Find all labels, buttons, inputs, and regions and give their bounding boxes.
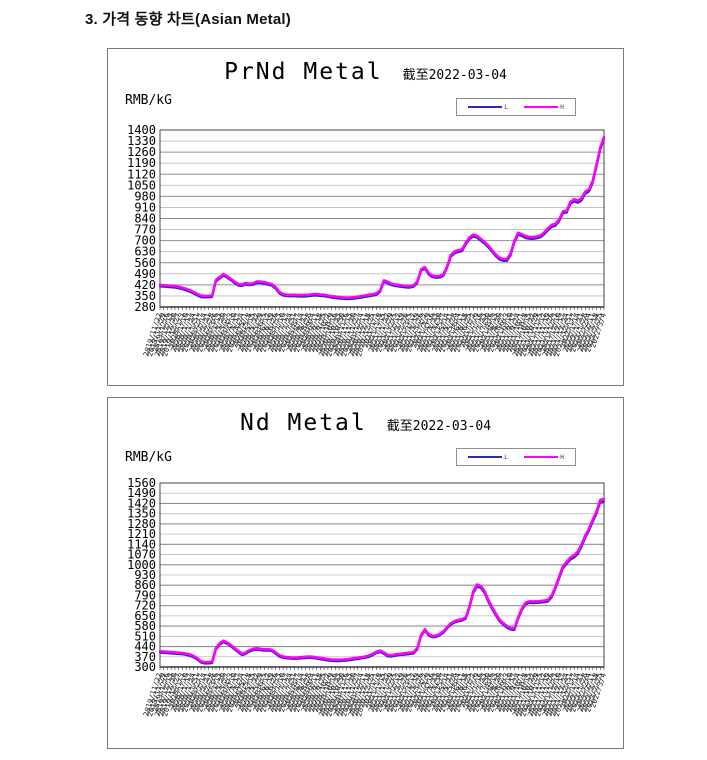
high-series-line-swatch <box>524 456 559 458</box>
y-tick-label: 350 <box>134 289 156 303</box>
legend-item-low: L <box>468 454 508 461</box>
page-heading: 3. 가격 동향 차트(Asian Metal) <box>85 11 291 28</box>
y-tick-label: 560 <box>134 256 156 270</box>
y-tick-label: 1330 <box>127 134 156 148</box>
legend-item-low: L <box>468 104 508 111</box>
low-series-line-swatch <box>468 106 503 108</box>
legend-label-high: H <box>560 453 564 461</box>
chart-title: Nd Metal <box>239 410 367 436</box>
legend-label-low: L <box>504 103 508 111</box>
low-series-line-swatch <box>468 456 503 458</box>
plot-border <box>159 129 605 308</box>
y-tick-label: 1260 <box>127 145 156 159</box>
plot-border <box>159 482 605 668</box>
series-L-line <box>159 500 605 665</box>
y-tick-label: 630 <box>134 245 156 259</box>
y-tick-label: 1560 <box>127 476 156 490</box>
prnd-metal-price-chart: 1400133012601190112010509809108407707006… <box>127 123 608 358</box>
chart-asof-date: 截至2022-03-04 <box>402 68 507 83</box>
y-tick-label: 980 <box>134 189 156 203</box>
y-tick-label: 420 <box>134 278 156 292</box>
y-tick-label: 650 <box>134 609 156 623</box>
y-tick-label: 1400 <box>127 123 156 137</box>
y-tick-label: 440 <box>134 640 156 654</box>
legend-item-high: H <box>524 104 564 111</box>
y-tick-label: 370 <box>134 650 156 664</box>
chart-legend: L H <box>456 98 576 116</box>
y-tick-label: 1190 <box>127 156 156 170</box>
legend-label-low: L <box>504 453 508 461</box>
y-axis-unit-label: RMB/kG <box>125 450 172 465</box>
prnd-metal-chart-panel: 1400 1330 1260 1190 1120 1050 980 910 840 770 700 6… <box>107 48 624 386</box>
y-tick-label: 1420 <box>127 496 156 510</box>
y-tick-label: 1070 <box>127 548 156 562</box>
nd-metal-chart-panel: 1560 1490 1420 1350 1280 1210 1140 1070 1000 930 8… <box>107 397 624 749</box>
y-tick-label: 910 <box>134 200 156 214</box>
chart-title-row: PrNd Metal 截至2022-03-04 <box>108 59 623 85</box>
y-tick-label: 840 <box>134 212 156 226</box>
high-series-line-swatch <box>524 106 559 108</box>
y-tick-label: 510 <box>134 629 156 643</box>
y-tick-label: 1000 <box>127 558 156 572</box>
y-tick-label: 280 <box>134 300 156 314</box>
y-axis-unit-label: RMB/kG <box>125 93 172 108</box>
y-tick-label: 1120 <box>127 167 156 181</box>
y-tick-label: 1350 <box>127 507 156 521</box>
chart-title: PrNd Metal <box>224 59 383 85</box>
y-tick-label: 1490 <box>127 486 156 500</box>
y-tick-label: 930 <box>134 568 156 582</box>
series-H-line <box>158 497 606 664</box>
y-tick-label: 860 <box>134 578 156 592</box>
chart-title-row: Nd Metal 截至2022-03-04 <box>108 410 623 436</box>
y-tick-label: 1280 <box>127 517 156 531</box>
series-H-line <box>158 135 606 299</box>
y-tick-label: 700 <box>134 234 156 248</box>
chart-asof-date: 截至2022-03-04 <box>386 419 492 434</box>
y-tick-label: 770 <box>134 223 156 237</box>
chart-legend: L H <box>456 448 576 466</box>
y-tick-label: 490 <box>134 267 156 281</box>
y-tick-label: 300 <box>134 660 156 674</box>
legend-label-high: H <box>560 103 564 111</box>
y-tick-label: 1050 <box>127 178 156 192</box>
legend-item-high: H <box>524 454 564 461</box>
nd-metal-price-chart: 1560149014201350128012101140107010009308… <box>127 476 608 718</box>
y-tick-label: 580 <box>134 619 156 633</box>
y-tick-label: 1140 <box>127 537 156 551</box>
y-tick-label: 1210 <box>127 527 156 541</box>
y-tick-label: 720 <box>134 599 156 613</box>
y-tick-label: 790 <box>134 588 156 602</box>
